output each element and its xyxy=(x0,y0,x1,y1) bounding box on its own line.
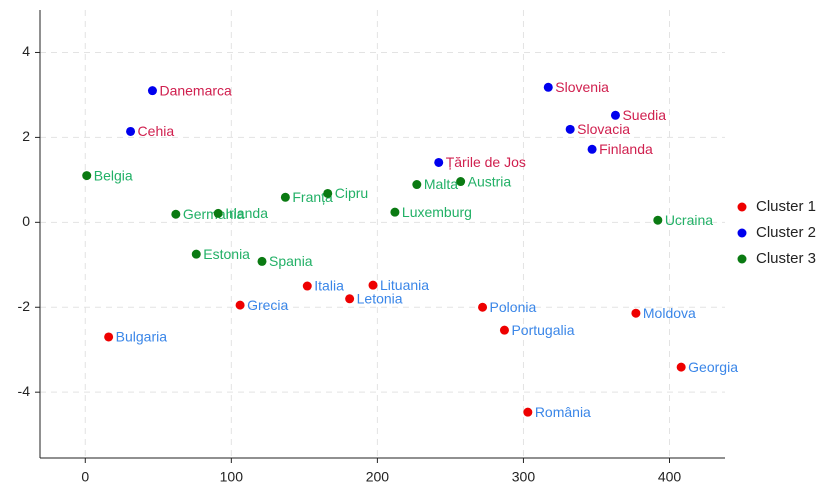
legend-label: Cluster 2 xyxy=(756,224,816,241)
point xyxy=(235,300,245,310)
x-tick-label: 100 xyxy=(220,469,244,485)
point xyxy=(499,325,509,335)
point-label: Lituania xyxy=(380,277,429,293)
point xyxy=(368,280,378,290)
point-label: Portugalia xyxy=(511,322,574,338)
point xyxy=(126,126,136,136)
legend-marker xyxy=(737,254,747,264)
point-label: Ucraina xyxy=(665,212,713,228)
point-label: Slovenia xyxy=(555,79,609,95)
point-label: Finlanda xyxy=(599,141,653,157)
point xyxy=(587,144,597,154)
point-label: Țările de Jos xyxy=(446,154,526,170)
point-label: Spania xyxy=(269,253,313,269)
point-label: Italia xyxy=(314,278,344,294)
point-label: Cehia xyxy=(138,123,175,139)
point-label: Slovacia xyxy=(577,121,630,137)
y-tick-label: -4 xyxy=(18,383,31,399)
point xyxy=(543,82,553,92)
point xyxy=(412,180,422,190)
point-label: Cipru xyxy=(335,185,368,201)
point-label: Letonia xyxy=(357,290,403,306)
point xyxy=(456,177,466,187)
point-label: Luxemburg xyxy=(402,204,472,220)
y-tick-label: 0 xyxy=(22,213,30,229)
point xyxy=(631,308,641,318)
point xyxy=(302,281,312,291)
x-tick-label: 200 xyxy=(366,469,390,485)
point xyxy=(171,209,181,219)
x-tick-label: 400 xyxy=(658,469,682,485)
y-tick-label: -2 xyxy=(18,298,31,314)
point xyxy=(82,171,92,181)
y-tick-label: 2 xyxy=(22,128,30,144)
point-label: Estonia xyxy=(203,246,250,262)
point-label: România xyxy=(535,404,591,420)
legend-marker xyxy=(737,202,747,212)
point xyxy=(323,188,333,198)
point xyxy=(676,362,686,372)
point xyxy=(345,294,355,304)
point xyxy=(390,207,400,217)
point-label: Germania xyxy=(183,206,245,222)
point xyxy=(147,86,157,96)
point-label: Austria xyxy=(468,173,512,189)
point-label: Danemarca xyxy=(159,82,232,98)
y-tick-label: 4 xyxy=(22,43,30,59)
legend-label: Cluster 3 xyxy=(756,250,816,267)
point xyxy=(610,110,620,120)
x-tick-label: 300 xyxy=(512,469,536,485)
point-label: Belgia xyxy=(94,167,133,183)
point-label: Suedia xyxy=(622,107,666,123)
point-label: Irlanda xyxy=(225,205,268,221)
point-label: Grecia xyxy=(247,297,288,313)
point xyxy=(523,407,533,417)
point-label: Franța xyxy=(292,189,333,205)
point xyxy=(653,215,663,225)
point-label: Bulgaria xyxy=(116,329,168,345)
point-label: Georgia xyxy=(688,359,738,375)
point xyxy=(478,302,488,312)
point xyxy=(280,192,290,202)
point xyxy=(213,208,223,218)
point xyxy=(565,124,575,134)
point xyxy=(434,157,444,167)
point xyxy=(191,249,201,259)
point xyxy=(104,332,114,342)
legend-marker xyxy=(737,228,747,238)
point-label: Polonia xyxy=(490,299,537,315)
x-tick-label: 0 xyxy=(81,469,89,485)
point xyxy=(257,256,267,266)
point-label: Malta xyxy=(424,176,458,192)
point-label: Moldova xyxy=(643,305,696,321)
legend-label: Cluster 1 xyxy=(756,198,816,215)
